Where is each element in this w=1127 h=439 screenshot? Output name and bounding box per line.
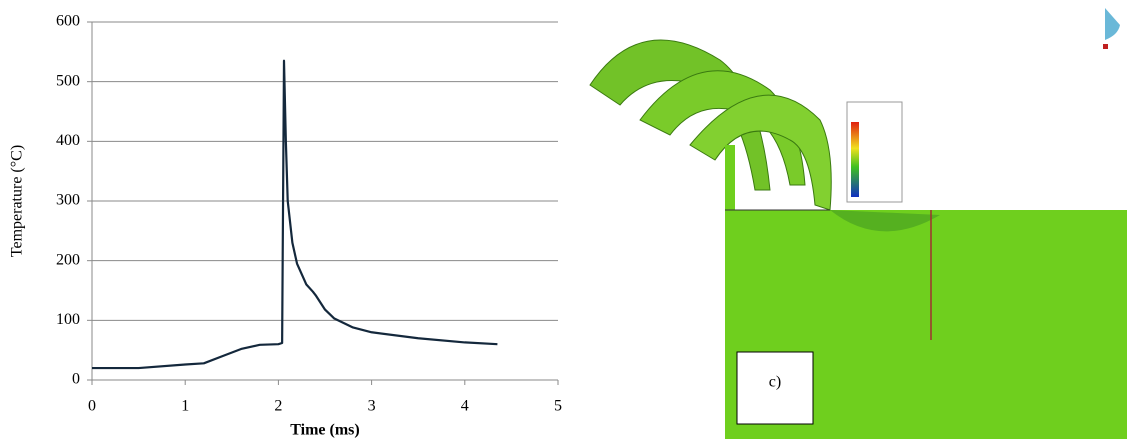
triad <box>1105 8 1120 40</box>
x-tick-label: 5 <box>554 398 562 415</box>
x-tick-label: 0 <box>88 398 96 415</box>
panel-label: c) <box>769 374 781 391</box>
x-tick-label: 3 <box>368 398 376 415</box>
y-tick-label: 300 <box>56 192 80 209</box>
arc-3 <box>689 94 832 211</box>
chart: Temperature (°C) Time (ms) 0 100 200 300 400… <box>9 13 562 439</box>
y-axis-label: Temperature (°C) <box>9 145 26 257</box>
x-tick-label: 4 <box>461 398 469 415</box>
y-tick-label: 600 <box>56 13 80 30</box>
panel-label-box <box>736 351 814 425</box>
legend-ramp <box>851 122 859 197</box>
y-tick-label: 100 <box>56 311 80 328</box>
x-axis-label: Time (ms) <box>290 422 359 439</box>
y-tick-label: 400 <box>56 132 80 149</box>
y-tick-label: 200 <box>56 251 80 268</box>
wall <box>725 145 735 210</box>
triad-origin <box>1103 44 1108 49</box>
data-line <box>92 59 498 370</box>
y-tick-label: 500 <box>56 72 80 89</box>
simulation-image: c) <box>589 8 1127 439</box>
x-tick-label: 1 <box>181 398 189 415</box>
y-tick-label: 0 <box>72 371 80 388</box>
x-tick-label: 2 <box>274 398 282 415</box>
heat-zone <box>830 210 940 232</box>
